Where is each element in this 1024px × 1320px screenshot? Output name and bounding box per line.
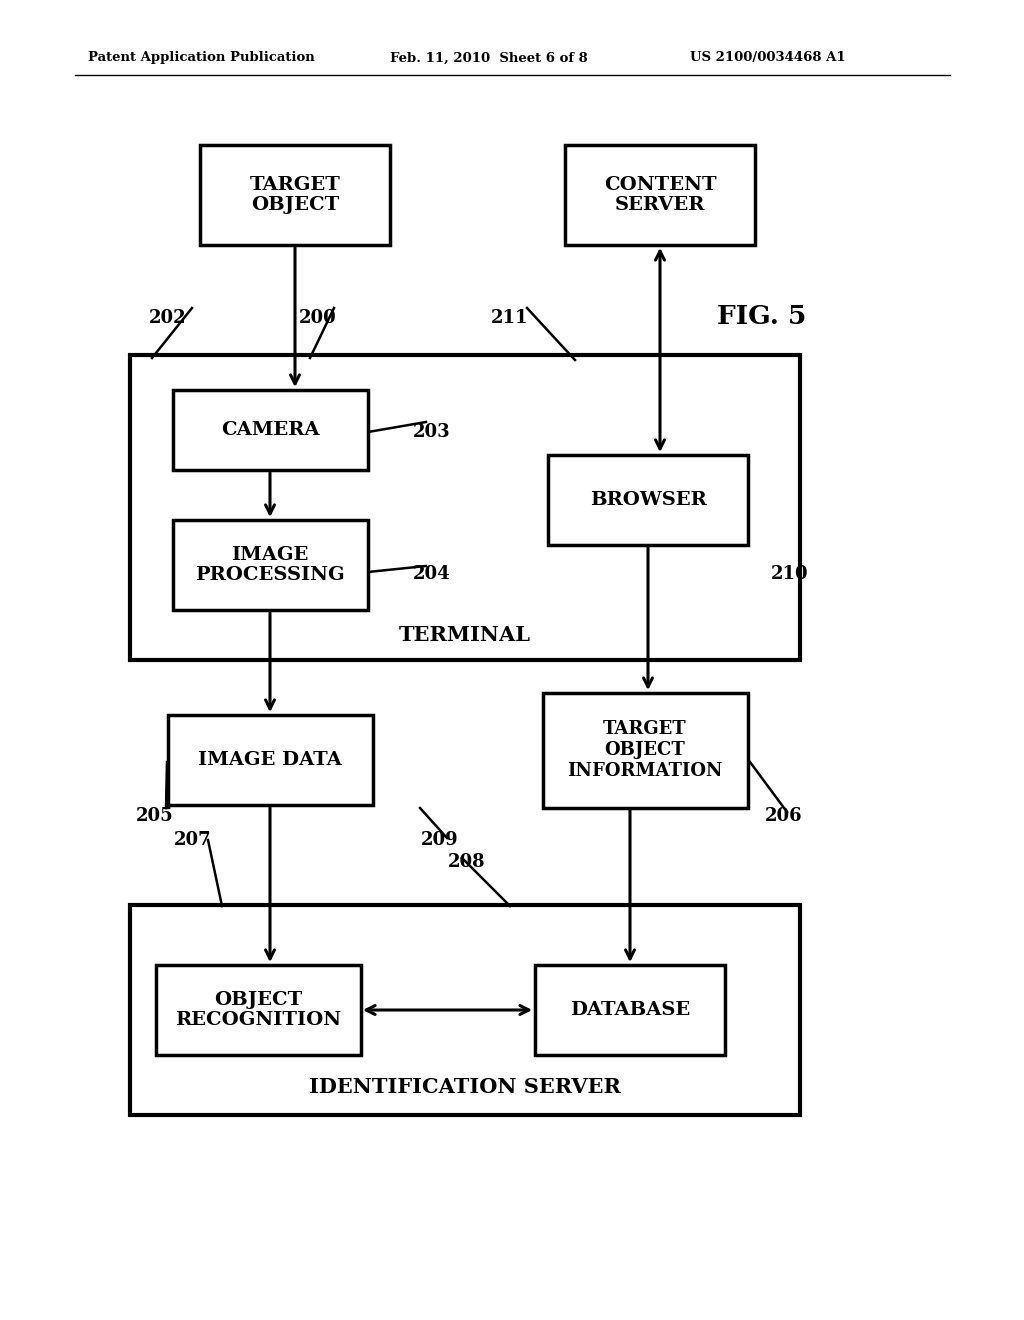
Text: CONTENT
SERVER: CONTENT SERVER bbox=[604, 176, 717, 214]
Bar bbox=[565, 145, 755, 246]
Bar bbox=[543, 693, 748, 808]
Text: 208: 208 bbox=[449, 853, 485, 871]
Bar bbox=[156, 965, 360, 1055]
Text: IDENTIFICATION SERVER: IDENTIFICATION SERVER bbox=[309, 1077, 621, 1097]
Text: TARGET
OBJECT: TARGET OBJECT bbox=[250, 176, 340, 214]
Text: IMAGE DATA: IMAGE DATA bbox=[198, 751, 342, 770]
Bar bbox=[548, 455, 748, 545]
Text: TERMINAL: TERMINAL bbox=[399, 624, 531, 645]
Text: DATABASE: DATABASE bbox=[570, 1001, 690, 1019]
Text: Patent Application Publication: Patent Application Publication bbox=[88, 51, 314, 65]
Text: 207: 207 bbox=[174, 832, 212, 849]
Bar bbox=[535, 965, 725, 1055]
Text: 210: 210 bbox=[771, 565, 809, 583]
Bar bbox=[172, 520, 368, 610]
Text: 204: 204 bbox=[414, 565, 451, 583]
Text: US 2100/0034468 A1: US 2100/0034468 A1 bbox=[690, 51, 846, 65]
Text: 202: 202 bbox=[150, 309, 186, 327]
Text: IMAGE
PROCESSING: IMAGE PROCESSING bbox=[196, 545, 345, 585]
Text: CAMERA: CAMERA bbox=[221, 421, 319, 440]
Text: 211: 211 bbox=[492, 309, 528, 327]
Bar bbox=[168, 715, 373, 805]
Text: 205: 205 bbox=[136, 807, 174, 825]
Text: 209: 209 bbox=[421, 832, 459, 849]
Text: Feb. 11, 2010  Sheet 6 of 8: Feb. 11, 2010 Sheet 6 of 8 bbox=[390, 51, 588, 65]
Text: 203: 203 bbox=[414, 422, 451, 441]
Text: FIG. 5: FIG. 5 bbox=[718, 304, 807, 329]
Bar bbox=[130, 355, 800, 660]
Text: OBJECT
RECOGNITION: OBJECT RECOGNITION bbox=[175, 990, 341, 1030]
Bar bbox=[130, 906, 800, 1115]
Text: 200: 200 bbox=[299, 309, 337, 327]
Bar bbox=[200, 145, 390, 246]
Text: TARGET
OBJECT
INFORMATION: TARGET OBJECT INFORMATION bbox=[567, 721, 723, 780]
Bar bbox=[172, 389, 368, 470]
Text: 206: 206 bbox=[765, 807, 803, 825]
Text: BROWSER: BROWSER bbox=[590, 491, 707, 510]
